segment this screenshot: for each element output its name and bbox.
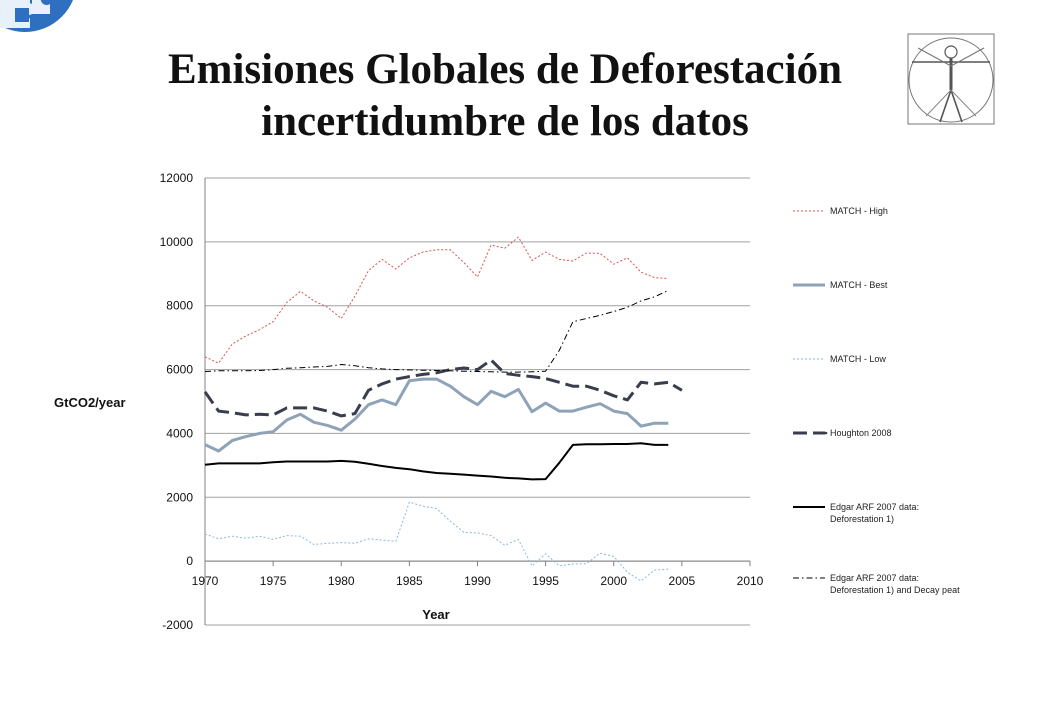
- y-tick-label: 8000: [166, 299, 193, 313]
- legend-label-6: Edgar ARF 2007 data: Deforestation 1) and…: [830, 573, 960, 595]
- series-line-3: [204, 501, 669, 582]
- legend-label-5: Edgar ARF 2007 data: Deforestation 1): [830, 502, 919, 524]
- title-line-2: incertidumbre de los datos: [261, 98, 749, 145]
- title-line-1: Emisiones Globales de Deforestación: [167, 46, 843, 93]
- x-tick-label: 1980: [328, 574, 355, 588]
- series: [203, 236, 683, 582]
- x-tick-label: 1990: [464, 574, 491, 588]
- series-line-4: [203, 358, 683, 418]
- x-tick-label: 1995: [532, 574, 559, 588]
- puzzle-globe-logo-icon: [0, 0, 73, 32]
- y-tick-label: 12000: [160, 171, 194, 185]
- y-tick-label: -2000: [162, 618, 193, 632]
- series-line-1: [204, 236, 669, 364]
- x-axis-title: Year: [422, 607, 449, 622]
- legend-label-2: MATCH - Best: [830, 280, 888, 290]
- legend-marker: [824, 431, 828, 435]
- x-tick-label: 1985: [396, 574, 423, 588]
- x-tick-label: 1970: [192, 574, 219, 588]
- x-tick-label: 1975: [260, 574, 287, 588]
- x-tick-label: 2000: [600, 574, 627, 588]
- y-tick-label: 4000: [166, 426, 193, 440]
- legend: MATCH - High MATCH - Best MATCH - Low Hough…: [793, 206, 960, 595]
- y-tick-label: 6000: [166, 363, 193, 377]
- y-tick-label: 10000: [160, 235, 194, 249]
- vitruvian-man-icon: [907, 33, 995, 125]
- series-line-2: [204, 377, 669, 453]
- legend-label-4: Houghton 2008: [830, 428, 892, 438]
- legend-label-1: MATCH - High: [830, 206, 888, 216]
- y-tick-label: 2000: [166, 490, 193, 504]
- slide-title: Emisiones Globales de Deforestación ince…: [120, 44, 890, 148]
- x-tick-label: 2010: [737, 574, 764, 588]
- x-tick-label: 2005: [669, 574, 696, 588]
- axes: -2000 0 2000 4000 6000 8000 10000 12000 1970 1975…: [160, 171, 764, 632]
- y-axis-title: GtCO2/year: [54, 395, 126, 410]
- legend-label-3: MATCH - Low: [830, 354, 886, 364]
- series-line-6: [204, 289, 669, 373]
- y-tick-label: 0: [186, 554, 193, 568]
- series-line-5: [204, 442, 669, 481]
- gridlines: [205, 177, 750, 626]
